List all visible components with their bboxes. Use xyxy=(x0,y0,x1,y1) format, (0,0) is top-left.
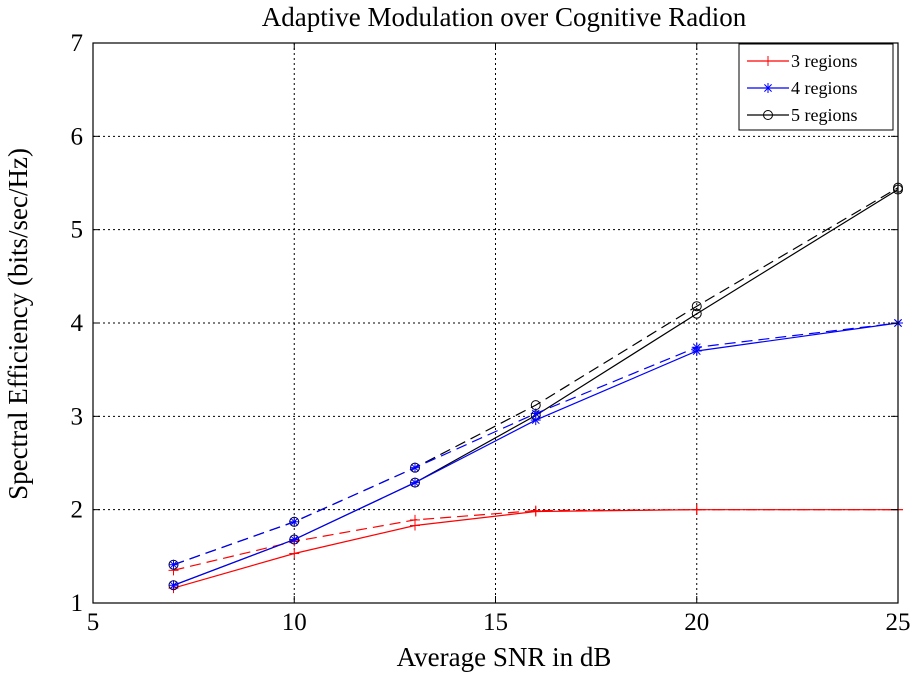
legend-marker xyxy=(763,83,773,93)
y-tick-label: 1 xyxy=(71,590,84,617)
data-point xyxy=(691,308,702,319)
data-point xyxy=(289,534,300,545)
legend-label: 3 regions xyxy=(791,51,858,71)
x-tick-label: 10 xyxy=(282,609,307,636)
y-tick-label: 7 xyxy=(71,30,84,57)
legend-marker xyxy=(763,56,773,66)
x-axis-label: Average SNR in dB xyxy=(397,642,612,672)
series-5-regions xyxy=(168,184,903,591)
x-tick-label: 25 xyxy=(886,609,911,636)
y-tick-label: 3 xyxy=(71,403,84,430)
series-3-regions xyxy=(168,504,903,594)
data-point xyxy=(410,477,420,488)
x-tick-label: 5 xyxy=(87,609,100,636)
y-tick-label: 2 xyxy=(71,497,84,524)
legend-label: 4 regions xyxy=(791,78,858,98)
axis-ticks: 5 10 15 20 25 1 2 3 4 5 6 7 xyxy=(71,30,911,636)
data-point xyxy=(168,559,179,570)
series-line xyxy=(173,322,899,586)
data-point xyxy=(691,342,702,353)
x-tick-label: 15 xyxy=(483,609,508,636)
data-point xyxy=(530,505,541,516)
y-axis-label: Spectral Efficiency (bits/sec/Hz) xyxy=(3,148,33,500)
chart-title: Adaptive Modulation over Cognitive Radio… xyxy=(262,2,747,32)
x-tick-label: 20 xyxy=(684,609,709,636)
legend-item: 5 regions xyxy=(747,105,858,125)
legend-box xyxy=(738,43,894,131)
data-point xyxy=(530,408,541,419)
legend-marker xyxy=(763,110,773,120)
legend-item: 3 regions xyxy=(747,51,858,71)
series-4-regions-dashed- xyxy=(168,318,903,570)
data-point xyxy=(289,548,300,559)
data-point xyxy=(168,580,179,591)
series-4-regions xyxy=(168,318,903,591)
legend-label: 5 regions xyxy=(791,105,858,125)
y-tick-label: 6 xyxy=(71,123,84,150)
series-3-regions-dashed- xyxy=(168,504,903,576)
data-point xyxy=(410,514,420,525)
y-tick-label: 4 xyxy=(71,310,84,337)
legend: 3 regions 4 regions 5 regions xyxy=(738,43,894,131)
data-point xyxy=(289,516,300,527)
series-line xyxy=(173,509,898,571)
series-line xyxy=(173,509,898,589)
y-tick-label: 5 xyxy=(71,217,84,244)
series-line xyxy=(173,188,899,586)
data-point xyxy=(691,301,702,312)
series-layer xyxy=(168,182,903,594)
series-line xyxy=(173,322,899,566)
data-point xyxy=(410,462,420,473)
data-point xyxy=(691,504,702,515)
legend-item: 4 regions xyxy=(747,78,858,98)
